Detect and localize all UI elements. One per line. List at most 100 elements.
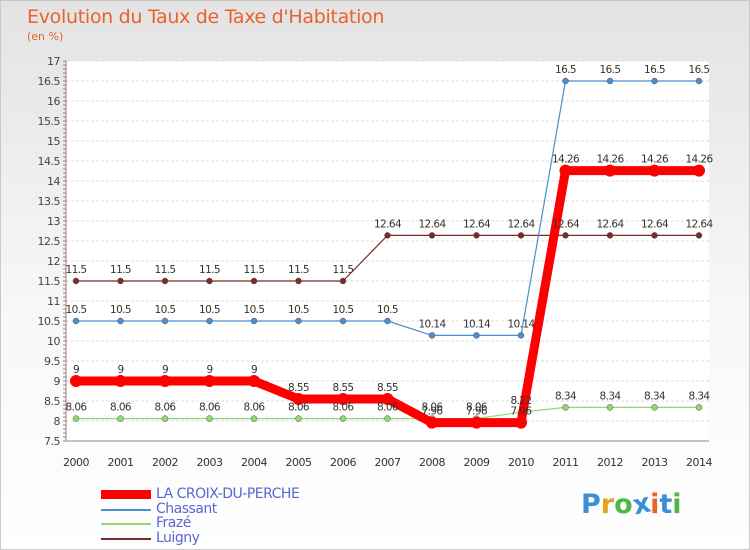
data-point	[517, 232, 525, 239]
data-point	[114, 375, 127, 387]
x-tick-label: 2004	[241, 456, 267, 469]
data-point	[562, 77, 569, 85]
data-point	[651, 232, 658, 239]
data-point	[159, 375, 171, 387]
data-point	[248, 375, 260, 387]
data-label: 12.64	[418, 218, 446, 230]
data-point	[339, 415, 347, 422]
y-tick-label: 14.5	[38, 155, 61, 168]
y-tick-label: 8	[54, 415, 61, 428]
data-point	[384, 232, 391, 239]
data-point	[295, 277, 302, 285]
data-label: 8.06	[288, 402, 310, 414]
x-tick-label: 2009	[464, 456, 490, 469]
data-label: 9	[251, 364, 257, 376]
data-point	[606, 404, 614, 411]
legend-label: LA CROIX-DU-PERCHE	[156, 486, 300, 502]
data-label: 11.5	[333, 264, 354, 276]
data-label: 16.5	[555, 64, 576, 76]
data-point	[515, 416, 527, 429]
y-tick-label: 14	[47, 175, 60, 188]
data-point	[117, 317, 124, 325]
x-tick-label: 2007	[375, 456, 401, 469]
proxiti-logo: Proxiti	[581, 488, 682, 522]
data-point	[559, 164, 572, 177]
data-label: 16.5	[600, 64, 621, 76]
data-label: 12.64	[507, 218, 535, 230]
data-point	[161, 415, 169, 422]
x-tick-label: 2014	[686, 456, 712, 469]
data-label: 8.34	[600, 390, 622, 402]
legend-label: Luigny	[156, 529, 200, 546]
data-point	[203, 375, 216, 387]
x-tick-label: 2002	[152, 456, 178, 469]
data-label: 16.5	[689, 64, 710, 76]
data-point	[206, 317, 213, 325]
data-point	[292, 393, 305, 405]
y-tick-label: 12.5	[38, 235, 61, 248]
x-tick-label: 2011	[553, 456, 579, 469]
y-tick-label: 9.5	[44, 355, 60, 368]
x-tick-label: 2010	[508, 456, 534, 469]
data-point	[428, 232, 436, 239]
data-label: 11.5	[199, 264, 220, 276]
y-tick-label: 17	[47, 55, 60, 68]
data-point	[426, 416, 438, 429]
data-point	[72, 277, 80, 285]
data-label: 7.96	[466, 406, 488, 418]
data-point	[250, 317, 258, 325]
y-tick-label: 16.5	[38, 75, 61, 88]
logo-letter: P	[581, 489, 601, 520]
data-point	[337, 393, 349, 405]
data-label: 9	[73, 364, 79, 376]
data-label: 12.64	[596, 218, 624, 230]
data-label: 7.96	[422, 406, 444, 418]
data-point	[381, 393, 394, 405]
data-point	[384, 415, 391, 422]
chart-title: Evolution du Taux de Taxe d'Habitation	[27, 6, 385, 28]
data-label: 8.06	[244, 402, 266, 414]
y-tick-label: 11.5	[38, 275, 61, 288]
data-point	[604, 164, 616, 177]
y-tick-label: 10	[47, 335, 60, 348]
data-point	[72, 317, 80, 325]
legend-swatch	[101, 490, 151, 499]
data-point	[695, 232, 703, 239]
data-point	[295, 415, 302, 422]
y-tick-label: 11	[47, 295, 60, 308]
data-point	[562, 404, 569, 411]
data-label: 10.5	[333, 304, 354, 316]
data-label: 10.14	[418, 318, 446, 330]
data-point	[70, 375, 82, 387]
data-label: 7.96	[511, 406, 533, 418]
x-tick-label: 2003	[197, 456, 223, 469]
data-point	[161, 317, 169, 325]
data-point	[250, 277, 258, 285]
data-label: 10.5	[66, 304, 87, 316]
data-label: 10.5	[377, 304, 398, 316]
data-label: 10.5	[155, 304, 176, 316]
x-tick-label: 2005	[286, 456, 312, 469]
data-label: 8.55	[333, 382, 354, 394]
data-point	[562, 232, 569, 239]
data-label: 10.5	[288, 304, 309, 316]
x-tick-label: 2013	[642, 456, 668, 469]
data-label: 11.5	[288, 264, 309, 276]
data-point	[606, 77, 614, 85]
data-label: 8.22	[511, 395, 532, 407]
data-point	[695, 404, 703, 411]
data-point	[295, 317, 302, 325]
data-label: 12.64	[374, 218, 402, 230]
chart-unit-label: (en %)	[27, 30, 64, 43]
logo-letter: i	[650, 489, 660, 520]
data-label: 11.5	[66, 264, 87, 276]
y-tick-label: 13.5	[38, 195, 61, 208]
data-label: 12.64	[552, 218, 580, 230]
y-tick-label: 16	[47, 95, 60, 108]
y-tick-label: 13	[47, 215, 60, 228]
y-tick-label: 15.5	[38, 115, 61, 128]
data-label: 14.26	[685, 154, 713, 166]
data-label: 10.5	[199, 304, 220, 316]
